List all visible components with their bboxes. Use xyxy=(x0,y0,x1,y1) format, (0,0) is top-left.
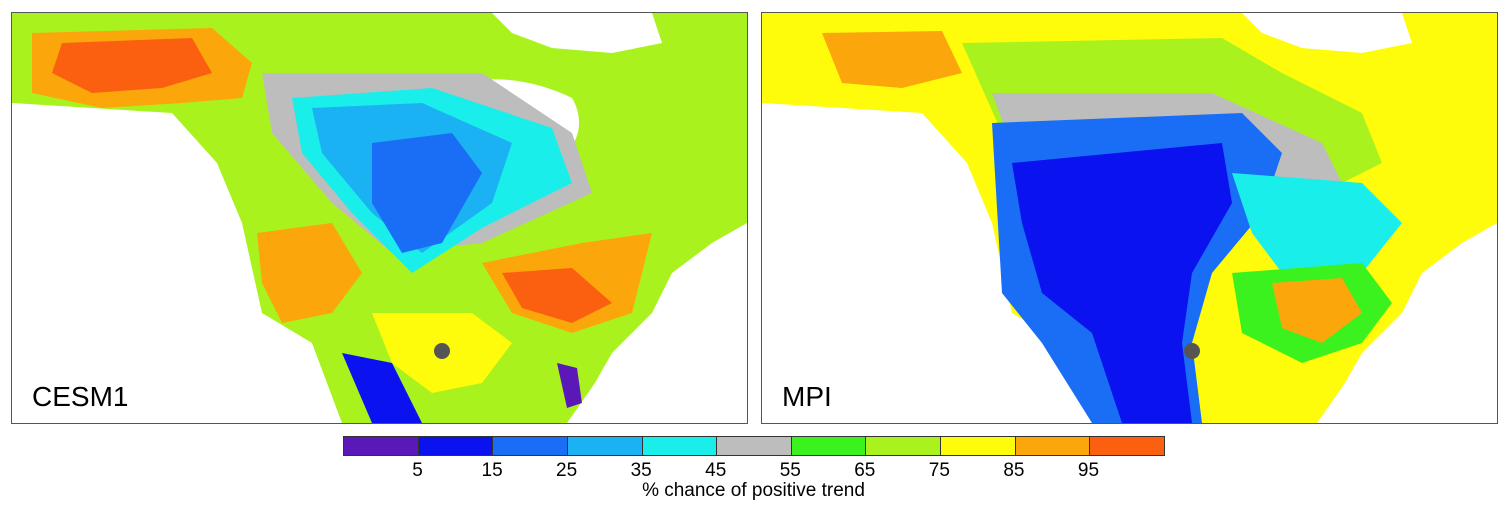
panel-label: CESM1 xyxy=(32,381,129,412)
alaska-red-region xyxy=(52,38,212,93)
west-deep-blue-region xyxy=(1012,143,1232,423)
colorbar-swatch-7 xyxy=(866,437,942,455)
colorbar-title: % chance of positive trend xyxy=(642,480,865,501)
map-panel-cesm1: CESM1 xyxy=(11,12,748,424)
colorbar-tick-label: 65 xyxy=(854,460,876,481)
colorbar-tick-labels: 5 15 25 35 45 55 65 75 85 95 xyxy=(0,460,1507,482)
arctic-ocean xyxy=(492,13,662,53)
colorbar-tick-label: 75 xyxy=(928,460,950,481)
colorbar-tick-label: 5 xyxy=(412,460,423,481)
probability-map-cesm1 xyxy=(12,13,747,423)
colorbar-swatch-2 xyxy=(493,437,568,455)
colorbar-swatch-5 xyxy=(717,437,792,455)
colorbar-swatch-10 xyxy=(1090,437,1165,455)
site-marker xyxy=(434,343,450,359)
east-cyan-region xyxy=(1232,173,1402,273)
colorbar-tick-label: 55 xyxy=(779,460,801,481)
alaska-orange-region xyxy=(822,31,962,88)
southeast-red-region xyxy=(502,268,612,323)
colorbar-tick-label: 15 xyxy=(481,460,503,481)
colorbar-tick-label: 85 xyxy=(1003,460,1025,481)
colorbar-swatch-6 xyxy=(791,437,867,455)
colorbar-swatch-8 xyxy=(941,437,1016,455)
colorbar-tick-label: 95 xyxy=(1077,460,1100,481)
southeast-orange-region xyxy=(1272,278,1362,343)
colorbar-swatch-1 xyxy=(418,437,494,455)
arctic-ocean xyxy=(1242,13,1412,53)
colorbar-swatch-3 xyxy=(567,437,643,455)
southwest-orange-region xyxy=(257,223,362,323)
colorbar-tick-label: 25 xyxy=(556,460,578,481)
colorbar-swatch-0 xyxy=(344,437,419,455)
colorbar-swatch-9 xyxy=(1015,437,1091,455)
colorbar-swatch-4 xyxy=(642,437,718,455)
map-panel-mpi: MPI xyxy=(761,12,1498,424)
atlantic-ocean xyxy=(572,223,747,423)
pacific-ocean xyxy=(12,108,332,423)
probability-map-mpi xyxy=(762,13,1497,423)
panel-label: MPI xyxy=(782,381,832,412)
florida-purple-region xyxy=(557,363,582,408)
colorbar xyxy=(343,436,1165,456)
colorbar-tick-label: 35 xyxy=(630,460,652,481)
plains-deep-blue-region xyxy=(372,133,482,253)
mexico-blue-region xyxy=(342,353,422,423)
colorbar-tick-label: 45 xyxy=(705,460,727,481)
pacific-ocean xyxy=(762,108,1082,423)
site-marker xyxy=(1184,343,1200,359)
atlantic-ocean xyxy=(1322,223,1497,423)
